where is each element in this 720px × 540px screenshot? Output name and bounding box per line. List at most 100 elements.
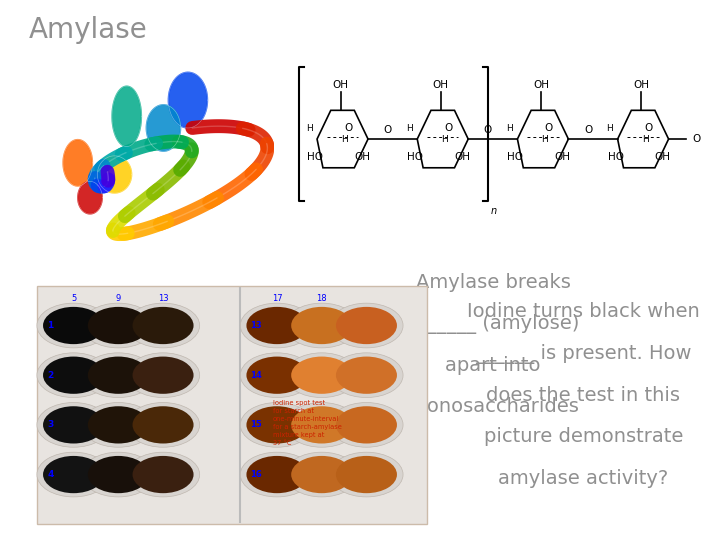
- Circle shape: [88, 307, 149, 344]
- Circle shape: [88, 356, 149, 394]
- Text: HO: HO: [307, 152, 323, 162]
- Text: 13: 13: [251, 321, 262, 330]
- Circle shape: [285, 353, 359, 397]
- Circle shape: [336, 307, 397, 344]
- Circle shape: [37, 452, 110, 497]
- Circle shape: [132, 356, 194, 394]
- Text: HO: HO: [508, 152, 523, 162]
- Text: 3: 3: [47, 420, 53, 429]
- Polygon shape: [63, 140, 92, 186]
- Circle shape: [291, 307, 352, 344]
- Circle shape: [43, 307, 104, 344]
- Circle shape: [246, 307, 307, 344]
- Circle shape: [246, 406, 307, 443]
- Text: 14: 14: [251, 370, 262, 380]
- Text: _______ (amylose): _______ (amylose): [407, 314, 580, 334]
- Polygon shape: [97, 156, 132, 193]
- Circle shape: [43, 456, 104, 493]
- Circle shape: [246, 356, 307, 394]
- Circle shape: [127, 303, 199, 348]
- Circle shape: [291, 406, 352, 443]
- Circle shape: [43, 356, 104, 394]
- Circle shape: [285, 452, 359, 497]
- Circle shape: [285, 303, 359, 348]
- Circle shape: [330, 353, 403, 397]
- Text: 16: 16: [251, 470, 262, 479]
- Circle shape: [43, 406, 104, 443]
- Circle shape: [81, 353, 155, 397]
- Text: 1: 1: [47, 321, 53, 330]
- Circle shape: [291, 456, 352, 493]
- Circle shape: [240, 353, 313, 397]
- Circle shape: [336, 356, 397, 394]
- Circle shape: [132, 456, 194, 493]
- Text: 13: 13: [158, 294, 168, 303]
- Circle shape: [330, 452, 403, 497]
- Text: Amylase breaks: Amylase breaks: [415, 273, 571, 292]
- Text: O: O: [692, 134, 701, 144]
- Text: OH: OH: [533, 80, 549, 90]
- Circle shape: [285, 402, 359, 447]
- Polygon shape: [146, 105, 181, 151]
- Circle shape: [81, 303, 155, 348]
- Text: O: O: [645, 123, 653, 133]
- Text: OH: OH: [354, 152, 370, 162]
- Text: Iodine turns black when: Iodine turns black when: [467, 302, 700, 321]
- Text: OH: OH: [433, 80, 449, 90]
- Text: OH: OH: [654, 152, 671, 162]
- Circle shape: [37, 402, 110, 447]
- Circle shape: [81, 402, 155, 447]
- Polygon shape: [78, 181, 102, 214]
- Circle shape: [246, 456, 307, 493]
- Text: O: O: [344, 123, 353, 133]
- Circle shape: [81, 452, 155, 497]
- Circle shape: [330, 303, 403, 348]
- Text: amylase activity?: amylase activity?: [498, 469, 668, 488]
- Circle shape: [127, 402, 199, 447]
- Circle shape: [291, 356, 352, 394]
- Text: monosaccharides: monosaccharides: [408, 397, 579, 416]
- Text: ______ is present. How: ______ is present. How: [475, 344, 691, 364]
- Circle shape: [240, 303, 313, 348]
- Text: OH: OH: [454, 152, 470, 162]
- Text: O: O: [384, 125, 392, 135]
- Circle shape: [37, 303, 110, 348]
- Text: HO: HO: [608, 152, 624, 162]
- Circle shape: [88, 456, 149, 493]
- Text: apart into: apart into: [446, 356, 541, 375]
- Text: H: H: [606, 124, 613, 133]
- Text: Amylase: Amylase: [29, 16, 148, 44]
- Text: n: n: [490, 206, 497, 216]
- Circle shape: [336, 456, 397, 493]
- Text: H: H: [441, 134, 448, 144]
- Text: H: H: [642, 134, 649, 144]
- Text: O: O: [444, 123, 453, 133]
- Text: 2: 2: [47, 370, 53, 380]
- Circle shape: [132, 406, 194, 443]
- Text: OH: OH: [554, 152, 570, 162]
- Text: OH: OH: [333, 80, 348, 90]
- Text: O: O: [544, 123, 553, 133]
- Text: HO: HO: [408, 152, 423, 162]
- Circle shape: [127, 452, 199, 497]
- Polygon shape: [112, 86, 141, 146]
- Text: H: H: [506, 124, 513, 133]
- Circle shape: [127, 353, 199, 397]
- Text: 15: 15: [251, 420, 262, 429]
- Text: 17: 17: [271, 294, 282, 303]
- Text: H: H: [541, 134, 548, 144]
- Circle shape: [240, 402, 313, 447]
- Text: O: O: [584, 125, 593, 135]
- Circle shape: [132, 307, 194, 344]
- Text: O: O: [484, 125, 492, 135]
- Circle shape: [37, 353, 110, 397]
- Circle shape: [240, 452, 313, 497]
- Circle shape: [330, 402, 403, 447]
- Text: does the test in this: does the test in this: [486, 386, 680, 404]
- Text: Iodine spot test
for starch at
one-minute-interval
for a starch-amylase
mixture : Iodine spot test for starch at one-minut…: [273, 400, 342, 446]
- Text: H: H: [306, 124, 312, 133]
- Text: 9: 9: [116, 294, 121, 303]
- Circle shape: [336, 406, 397, 443]
- Text: 18: 18: [316, 294, 327, 303]
- Circle shape: [88, 406, 149, 443]
